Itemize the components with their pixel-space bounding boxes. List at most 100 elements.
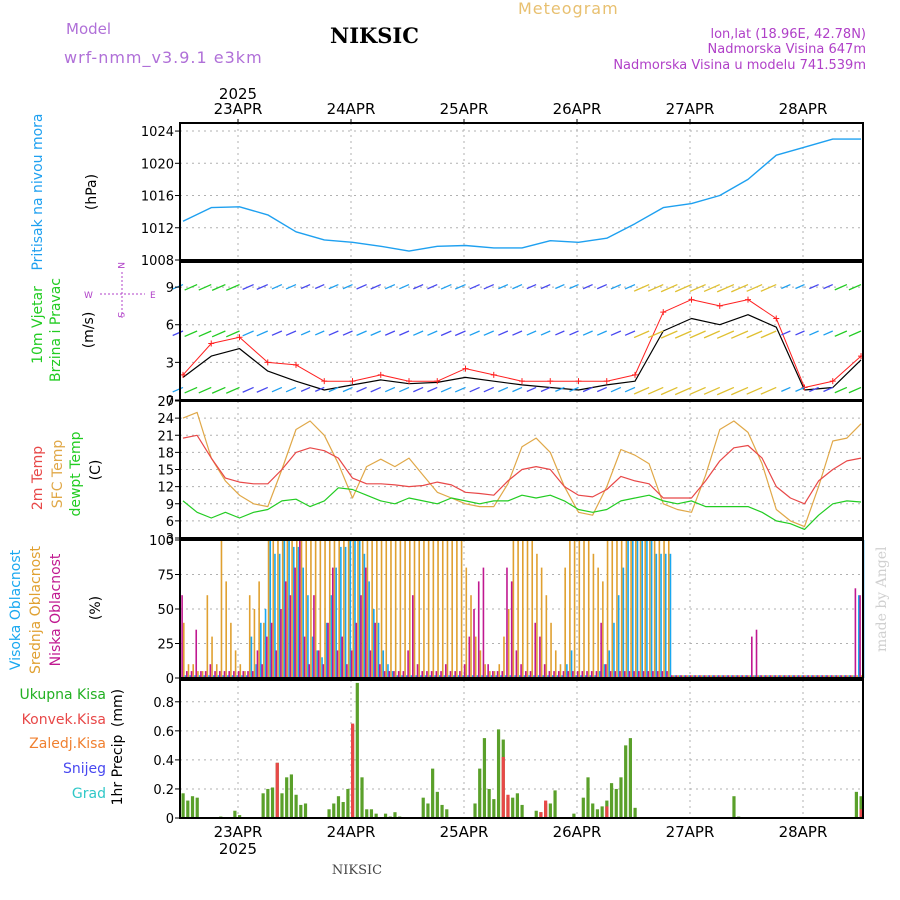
cloud-bar-high — [843, 675, 846, 678]
cloud-bar-low — [496, 671, 499, 678]
gust-marker — [490, 371, 497, 378]
wind-arrow — [300, 330, 311, 336]
cloud-bar-mid — [258, 581, 260, 678]
cloud-bar-low — [661, 671, 664, 678]
wind-arrow — [211, 283, 226, 291]
wind-arrow — [781, 283, 791, 290]
cloud-bar-mid — [446, 540, 449, 678]
wind-arrow — [540, 386, 551, 393]
cloud-bar-high — [373, 609, 375, 678]
wind-arrow — [314, 330, 325, 336]
cloud-bar-mid — [197, 671, 199, 678]
cloud-bar-mid — [719, 675, 722, 678]
conv-precip-bar — [605, 806, 609, 818]
cloud-bar-mid — [465, 567, 468, 678]
cloud-bar-mid — [324, 540, 326, 678]
wind-arrow — [526, 330, 537, 336]
cloud-bar-low — [609, 671, 612, 678]
wind-arrow — [427, 386, 438, 393]
wind-arrow — [300, 283, 311, 290]
cloud-bar-high — [636, 540, 639, 678]
cloud-bar-mid — [385, 540, 388, 678]
wind-arrow — [198, 386, 212, 394]
cloud-bar-high — [278, 553, 281, 678]
gust-marker — [745, 296, 751, 303]
wind-arrow — [716, 330, 735, 339]
cloud-bar-mid — [319, 540, 322, 678]
precip-bar — [600, 806, 604, 818]
compass-east: E — [150, 291, 156, 301]
wind-arrow — [540, 330, 551, 336]
cloud-bar-high — [683, 675, 686, 678]
cloud-bar-low — [675, 675, 678, 678]
cloud-bar-low — [204, 671, 207, 678]
wind-arrow — [314, 283, 325, 290]
cloud-bar-mid — [790, 675, 792, 678]
cloud-bar-high — [697, 675, 700, 678]
cloud-bar-high — [829, 675, 832, 678]
cloud-bar-low — [430, 671, 433, 678]
conv-precip-bar — [501, 756, 505, 818]
day-label-bottom: 25APR — [440, 823, 489, 841]
cloud-bar-high — [787, 675, 789, 678]
wind-arrow — [647, 386, 664, 395]
cloud-bar-low — [816, 675, 819, 678]
cloud-bar-high — [453, 675, 455, 678]
cloud-bar-mid — [211, 636, 213, 678]
cloud-bar-low — [388, 671, 391, 678]
cloud-ylabel-mid: Srednja Oblacnost — [28, 546, 44, 674]
cloud-bar-high — [688, 675, 691, 678]
wind-arrow — [674, 283, 692, 293]
cloud-bar-mid — [371, 540, 373, 678]
precip-bar — [633, 807, 637, 818]
cloud-bar-high — [655, 553, 658, 678]
precip-bar — [478, 768, 482, 818]
cloud-bar-low — [600, 622, 602, 678]
cloud-bar-high — [429, 675, 432, 678]
wind-arrow — [674, 386, 692, 396]
cloud-bar-low — [402, 671, 405, 678]
y-tick-label: 0.8 — [153, 696, 174, 711]
cloud-bar-high — [584, 675, 587, 678]
cloud-bar-mid — [705, 675, 708, 678]
cloud-bar-low — [416, 664, 419, 678]
cloud-bar-low — [336, 650, 339, 678]
precip-bar — [431, 768, 435, 818]
cloud-bar-low — [553, 671, 555, 678]
cloud-bar-mid — [305, 540, 308, 678]
wind-arrow — [624, 283, 636, 290]
cloud-bar-low — [525, 671, 527, 678]
wind-unit: (m/s) — [81, 312, 97, 349]
wind-arrow — [795, 386, 805, 392]
cloud-bar-high — [382, 650, 385, 678]
cloud-bar-high — [486, 675, 488, 678]
wind-arrow — [633, 386, 650, 395]
wind-arrow — [256, 386, 269, 393]
cloud-bar-low — [327, 622, 329, 678]
cloud-bar-mid — [281, 540, 284, 678]
cloud-bar-mid — [451, 540, 453, 678]
cloud-bar-mid — [479, 650, 482, 678]
wind-arrow — [716, 283, 735, 293]
cloud-bar-low — [647, 671, 650, 678]
cloud-bar-mid — [338, 540, 340, 678]
wind-arrow — [703, 386, 721, 395]
cloud-bar-high — [481, 675, 483, 678]
wind-arrow — [342, 386, 353, 393]
cloud-bar-low — [859, 595, 861, 678]
cloud-bar-low — [708, 675, 711, 678]
precip-bar — [332, 803, 336, 818]
cloud-bar-high — [613, 622, 615, 678]
wind-arrow — [624, 386, 636, 393]
wind-arrow — [285, 283, 297, 290]
cloud-bar-low — [807, 675, 810, 678]
wind-arrow — [198, 283, 212, 291]
cloud-bar-mid — [526, 540, 529, 678]
wind-arrow — [834, 330, 848, 337]
cloud-bar-low — [444, 664, 447, 678]
day-label-bottom: 26APR — [553, 823, 602, 841]
y-tick-label: 9 — [166, 498, 174, 513]
cloud-bar-high — [269, 540, 272, 678]
wind-arrow — [242, 283, 254, 290]
gust-marker — [603, 378, 610, 385]
